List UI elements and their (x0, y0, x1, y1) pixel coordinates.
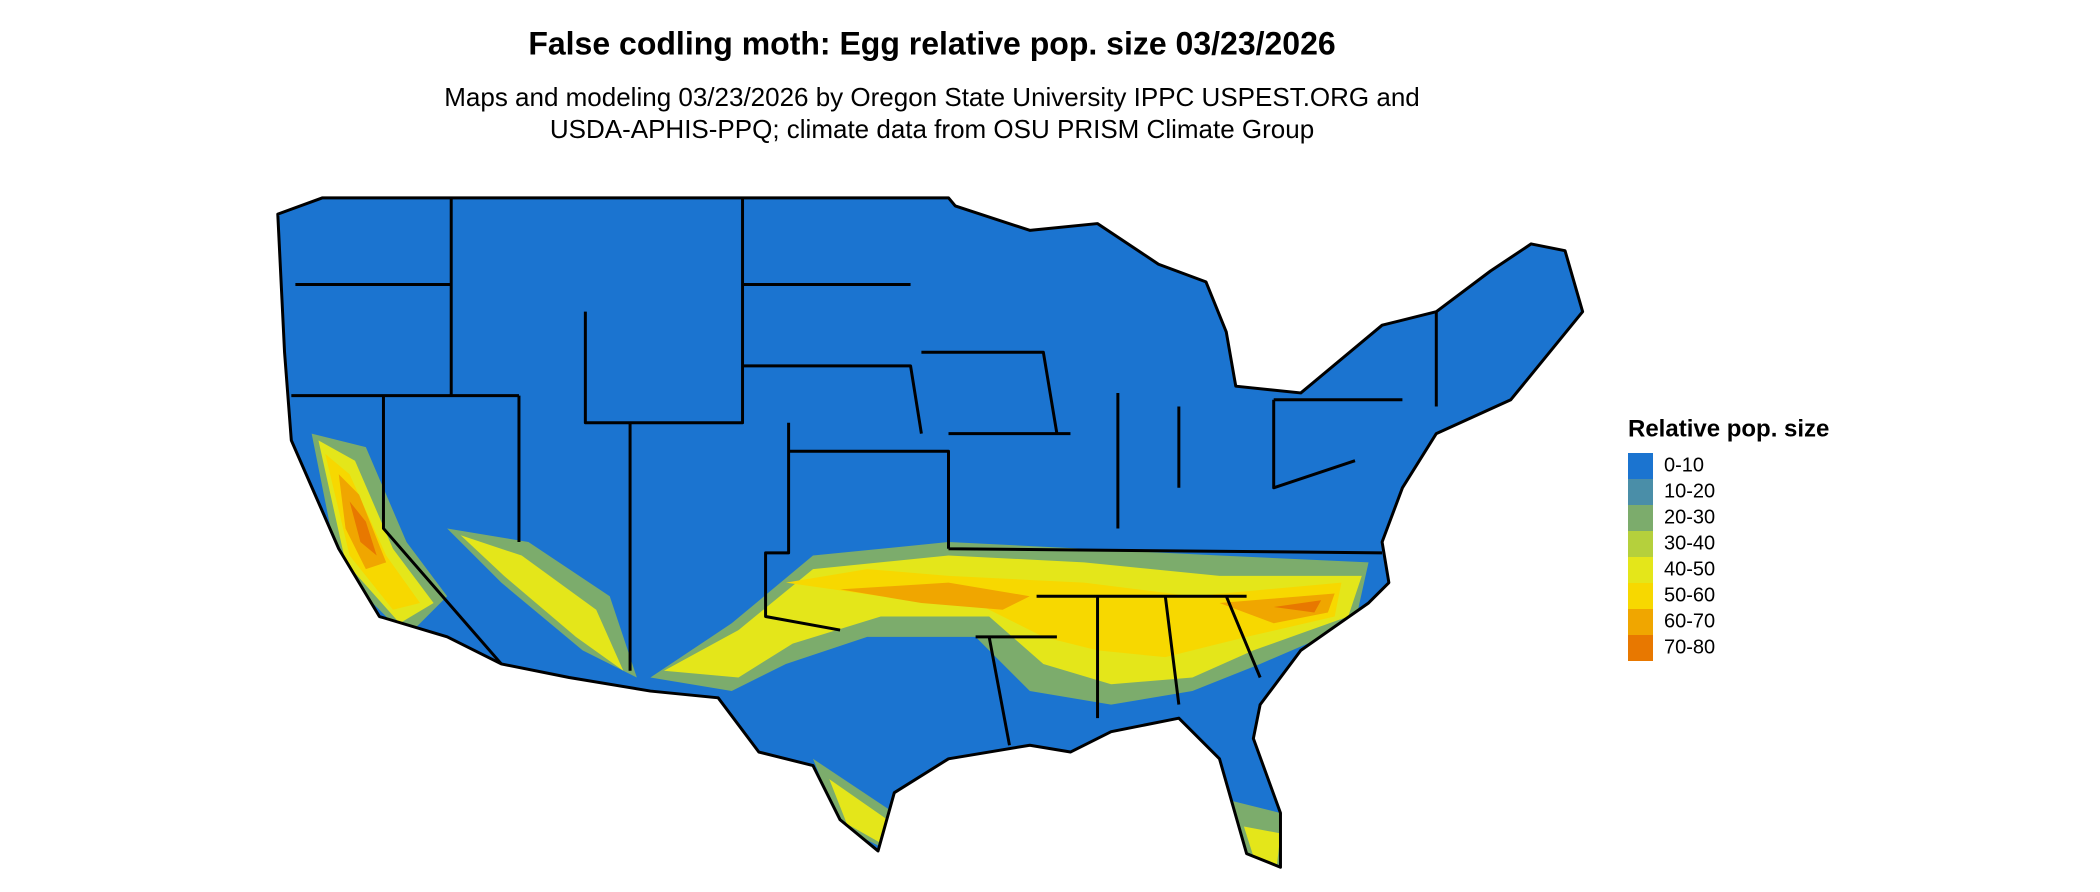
legend: 0-10 10-20 20-30 30-40 40-50 50-60 60-70 70-80 (1628, 453, 1715, 661)
map-subtitle: USDA-APHIS-PPQ; climate data from OSU PR… (550, 114, 1314, 144)
legend-label: 40-50 (1664, 558, 1715, 580)
legend-label: 50-60 (1664, 584, 1715, 606)
legend-label: 60-70 (1664, 610, 1715, 632)
legend-swatch (1628, 635, 1653, 661)
legend-label: 10-20 (1664, 480, 1715, 502)
legend-label: 30-40 (1664, 532, 1715, 554)
map-title: False codling moth: Egg relative pop. si… (528, 25, 1335, 61)
legend-swatch (1628, 479, 1653, 505)
legend-swatch (1628, 583, 1653, 609)
legend-title: Relative pop. size (1628, 415, 1829, 442)
legend-label: 20-30 (1664, 506, 1715, 528)
region-fill (325, 453, 1342, 658)
legend-swatch (1628, 557, 1653, 583)
legend-swatch (1628, 609, 1653, 635)
region-fill (338, 474, 1335, 624)
state-border (291, 197, 1438, 746)
legend-swatch (1628, 505, 1653, 531)
map-subtitle: Maps and modeling 03/23/2026 by Oregon S… (444, 82, 1420, 112)
legend-swatch (1628, 531, 1653, 557)
us-map (276, 196, 1585, 869)
legend-label: 0-10 (1664, 454, 1704, 476)
legend-swatch (1628, 453, 1653, 479)
legend-label: 70-80 (1664, 636, 1715, 658)
